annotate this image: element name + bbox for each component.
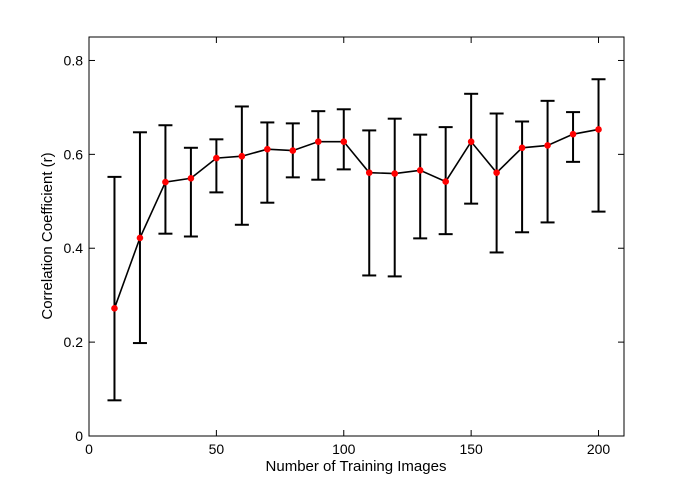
axis-layer: 0 50 100 150 200 0 0.2 0.4 0.6 0.8 — [64, 37, 624, 457]
data-point — [569, 130, 577, 138]
data-point — [136, 234, 144, 242]
x-axis-label: Number of Training Images — [266, 458, 447, 475]
data-point — [314, 138, 322, 145]
y-tick-label: 0.2 — [64, 334, 84, 350]
y-tick-label: 0.4 — [64, 240, 84, 256]
data-point — [416, 167, 424, 174]
data-point — [340, 138, 348, 145]
data-point — [544, 142, 551, 149]
series-line — [113, 128, 599, 309]
data-point — [289, 147, 297, 154]
data-point — [391, 170, 399, 177]
error-bar — [515, 120, 530, 234]
data-point — [518, 144, 526, 152]
error-bar — [234, 105, 249, 226]
y-tick-label: 0.8 — [64, 52, 84, 68]
x-tick-label: 150 — [459, 441, 483, 457]
y-tick-label: 0 — [75, 428, 83, 444]
error-bar — [107, 175, 122, 402]
error-bar — [489, 112, 504, 254]
error-bar — [413, 133, 428, 240]
data-point — [595, 126, 602, 133]
data-point — [162, 178, 169, 186]
x-tick-label: 0 — [85, 441, 93, 457]
x-tick-label: 200 — [587, 441, 611, 457]
plot-layer — [107, 78, 606, 402]
error-bar — [591, 78, 606, 213]
y-tick-label: 0.6 — [64, 146, 84, 162]
error-bar — [362, 129, 377, 277]
data-point — [111, 305, 118, 312]
data-point — [442, 178, 449, 185]
y-axis-label: Correlation Coefficient (r) — [39, 152, 56, 319]
data-point — [264, 145, 271, 153]
error-bar — [464, 92, 479, 205]
error-bar — [540, 99, 555, 224]
x-tick-label: 50 — [209, 441, 225, 457]
error-bar — [209, 138, 224, 194]
data-point — [467, 138, 475, 145]
data-point — [365, 169, 373, 176]
x-tick-label: 100 — [332, 441, 356, 457]
data-point — [238, 152, 246, 160]
error-bar — [260, 121, 275, 204]
data-point — [187, 174, 195, 182]
error-bar — [183, 146, 198, 238]
error-bar — [311, 110, 326, 181]
data-point — [213, 154, 220, 162]
error-bar — [387, 117, 402, 278]
data-point — [493, 169, 500, 176]
plot-frame — [88, 36, 625, 437]
